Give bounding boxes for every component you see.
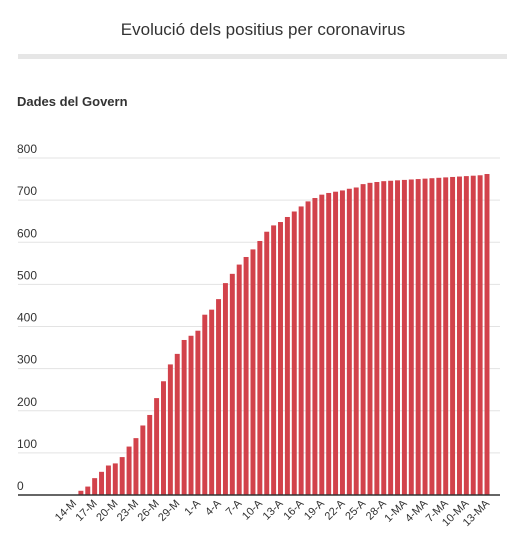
bar bbox=[105, 465, 111, 495]
bar bbox=[381, 181, 387, 496]
bar bbox=[450, 176, 456, 495]
x-tick-label: 16-A bbox=[281, 497, 306, 522]
bar bbox=[202, 314, 208, 495]
bar bbox=[147, 414, 153, 495]
bar bbox=[456, 176, 462, 496]
x-tick-label: 13-A bbox=[261, 497, 286, 522]
bar bbox=[167, 364, 173, 495]
x-tick-label: 14-M bbox=[53, 498, 79, 524]
bar bbox=[236, 264, 242, 495]
bar bbox=[291, 211, 297, 495]
bar bbox=[222, 283, 228, 495]
bar bbox=[339, 190, 345, 495]
bar bbox=[99, 471, 105, 495]
title-divider bbox=[18, 54, 507, 59]
bar bbox=[477, 175, 483, 495]
x-tick-label: 23-M bbox=[115, 498, 141, 524]
bar bbox=[422, 178, 428, 495]
bar bbox=[463, 176, 469, 496]
x-tick-label: 1-A bbox=[182, 497, 203, 518]
bar bbox=[133, 438, 139, 495]
bar bbox=[209, 309, 215, 495]
x-tick-label: 19-A bbox=[302, 497, 327, 522]
bar bbox=[271, 225, 277, 495]
bar bbox=[257, 240, 263, 495]
x-tick-label: 29-M bbox=[156, 498, 182, 524]
bar bbox=[278, 222, 283, 495]
x-tick-label: 22-A bbox=[323, 497, 348, 522]
chart-subtitle: Dades del Govern bbox=[17, 94, 128, 109]
bar bbox=[367, 182, 373, 495]
bar bbox=[78, 490, 84, 495]
y-tick-label: 200 bbox=[17, 395, 37, 409]
bar bbox=[154, 398, 160, 495]
x-tick-label: 20-M bbox=[94, 498, 120, 524]
bar bbox=[298, 206, 304, 495]
bar bbox=[360, 184, 366, 495]
bar bbox=[119, 457, 125, 495]
bar bbox=[443, 177, 449, 495]
bar bbox=[326, 192, 332, 495]
bar bbox=[408, 179, 414, 496]
y-tick-label: 600 bbox=[17, 226, 37, 240]
bar bbox=[188, 335, 194, 495]
y-tick-label: 800 bbox=[17, 142, 37, 156]
y-tick-label: 100 bbox=[17, 437, 37, 451]
x-tick-label: 10-A bbox=[240, 497, 265, 522]
x-axis-ticks: 14-M17-M20-M23-M26-M29-M 1-A 4-A 7-A10-A13-… bbox=[53, 497, 493, 529]
y-tick-label: 500 bbox=[17, 268, 37, 282]
bar bbox=[195, 330, 201, 495]
bar bbox=[92, 478, 98, 495]
bar bbox=[319, 194, 325, 495]
bar bbox=[429, 178, 435, 495]
x-tick-label: 4-A bbox=[203, 497, 224, 518]
bar bbox=[333, 191, 339, 495]
chart-title: Evolució dels positius per coronavirus bbox=[120, 20, 406, 39]
y-tick-label: 300 bbox=[17, 353, 37, 367]
bar bbox=[216, 299, 222, 495]
y-tick-label: 700 bbox=[17, 184, 37, 198]
x-tick-label: 17-M bbox=[74, 498, 100, 524]
x-tick-label: 4-MA bbox=[403, 497, 431, 525]
bar bbox=[85, 486, 91, 495]
bar bbox=[470, 175, 476, 495]
y-axis-ticks: 0 100 200 300 400 500 600 700 800 bbox=[17, 142, 37, 493]
bar bbox=[126, 446, 132, 495]
bar bbox=[401, 179, 407, 495]
bar bbox=[284, 216, 290, 496]
bar bbox=[436, 177, 442, 496]
bar bbox=[353, 187, 359, 496]
bar bbox=[395, 180, 400, 495]
y-tick-label: 0 bbox=[17, 479, 24, 493]
bar bbox=[264, 231, 270, 495]
bar bbox=[174, 353, 180, 495]
bar bbox=[243, 256, 249, 495]
bars bbox=[71, 174, 490, 496]
bar bbox=[484, 174, 490, 495]
bar bbox=[346, 188, 352, 495]
x-tick-label: 26-M bbox=[136, 498, 162, 524]
bar bbox=[161, 381, 166, 495]
bar bbox=[229, 273, 235, 495]
x-tick-label: 25-A bbox=[343, 497, 368, 522]
bar bbox=[388, 180, 394, 495]
bar bbox=[415, 179, 421, 495]
bar bbox=[250, 249, 256, 495]
bar bbox=[305, 201, 311, 495]
y-tick-label: 400 bbox=[17, 311, 37, 325]
bar bbox=[374, 182, 380, 495]
bar bbox=[112, 463, 118, 495]
bar bbox=[140, 425, 146, 495]
bar bbox=[312, 198, 318, 495]
x-tick-label: 1-MA bbox=[382, 497, 410, 525]
bar bbox=[181, 339, 187, 495]
